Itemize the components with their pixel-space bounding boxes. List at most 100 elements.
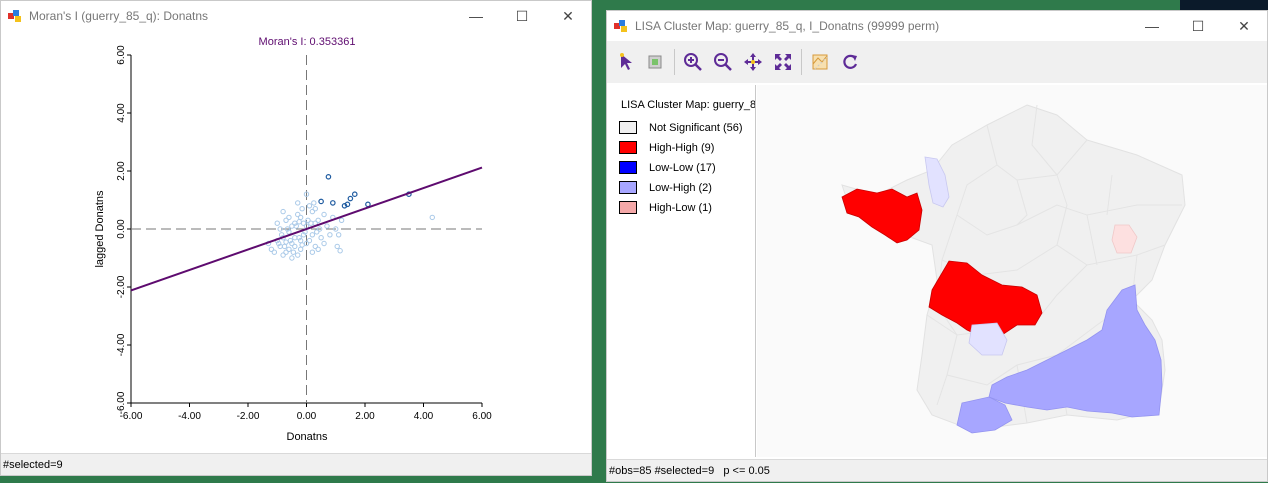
moran-statusbar: #selected=9 [1,453,591,475]
maximize-button[interactable]: ☐ [1191,17,1205,34]
y-tick-label: -2.00 [116,275,127,298]
chart-title: Moran's I: 0.353361 [259,36,356,48]
data-point [321,240,327,247]
zoom-out-icon [714,53,732,71]
legend-item-high-high[interactable]: High-High (9) [619,141,714,154]
selected-data-point [351,191,358,198]
map-region-low-high[interactable] [968,322,1008,356]
map-region-high-low[interactable] [1111,224,1138,254]
moran-window-controls: — ☐ ✕ [453,1,591,31]
data-point [295,252,301,258]
y-tick-label: 4.00 [116,103,127,123]
moran-status-text: #selected=9 [3,458,63,471]
data-point [281,243,288,250]
x-tick-label: -4.00 [178,411,201,422]
data-point [312,206,318,212]
data-point [315,246,321,253]
data-point [283,239,289,245]
data-point [321,211,327,218]
data-point [289,240,295,247]
selected-data-point [344,201,351,208]
selected-data-point [330,200,336,206]
geoda-app-icon [614,20,627,32]
data-point [338,217,345,224]
refresh-button[interactable] [835,47,865,77]
data-point [293,223,299,229]
pan-icon [744,53,762,71]
maximize-button[interactable]: ☐ [515,7,529,24]
data-point [283,249,289,255]
legend-item-high-low[interactable]: High-Low (1) [619,201,712,214]
data-point [306,237,313,244]
data-point [327,232,333,238]
data-point [276,240,282,247]
data-point [280,208,286,215]
selected-data-point [347,195,354,202]
geoda-app-icon [8,10,21,22]
legend-item-low-high[interactable]: Low-High (2) [619,181,712,194]
close-button[interactable]: ✕ [562,7,574,24]
data-point [324,223,330,229]
select-all-button[interactable] [641,47,671,77]
select-all-icon [648,55,662,69]
map-toolbar [607,41,1267,83]
pan-button[interactable] [738,47,768,77]
data-point [295,211,301,218]
x-tick-label: 0.00 [297,411,317,422]
moran-window-title: Moran's I (guerry_85_q): Donatns [29,9,209,23]
data-point [297,246,304,253]
data-point [305,217,311,224]
data-point [286,246,292,253]
lisa-status-text: #obs=85 #selected=9 p <= 0.05 [609,464,770,477]
zoom-out-button[interactable] [708,47,738,77]
close-button[interactable]: ✕ [1238,17,1250,34]
data-point [316,226,323,232]
basemap-button[interactable] [805,47,835,77]
legend-swatch [619,201,637,214]
moran-scatter-plot[interactable]: Moran's I: 0.353361 -6.00 -4.00 -2.00 0.00 2… [1,31,591,453]
data-point [289,223,295,229]
select-icon [620,53,632,70]
map-region-high-high[interactable] [841,188,923,244]
lisa-window: LISA Cluster Map: guerry_85_q, I_Donatns… [606,10,1268,482]
full-extent-button[interactable] [768,47,798,77]
legend-swatch [619,181,637,194]
data-point [280,252,286,258]
france-map[interactable] [757,85,1267,457]
desktop-background-dark [1180,0,1268,12]
map-region-low-low[interactable] [956,396,1013,434]
legend-item-low-low[interactable]: Low-Low (17) [619,161,716,174]
moran-window: Moran's I (guerry_85_q): Donatns — ☐ ✕ M… [0,0,592,476]
toolbar-separator [674,49,675,75]
minimize-button[interactable]: — [469,8,483,24]
legend-label: High-Low (1) [649,201,712,214]
data-point [271,249,278,255]
map-region-low-low[interactable] [988,284,1163,418]
selected-data-point [318,198,324,205]
x-tick-label: -2.00 [237,411,260,422]
moran-titlebar[interactable]: Moran's I (guerry_85_q): Donatns — ☐ ✕ [1,1,591,31]
lisa-statusbar: #obs=85 #selected=9 p <= 0.05 [607,459,1267,481]
lisa-window-title: LISA Cluster Map: guerry_85_q, I_Donatns… [635,19,940,33]
data-point [284,226,291,232]
minimize-button[interactable]: — [1145,18,1159,34]
map-region-low-high[interactable] [924,156,950,208]
x-axis-label: Donatns [287,431,328,443]
data-point [292,243,298,250]
lisa-titlebar[interactable]: LISA Cluster Map: guerry_85_q, I_Donatns… [607,11,1267,41]
zoom-in-button[interactable] [678,47,708,77]
data-point [292,235,298,241]
legend-label: High-High (9) [649,141,715,154]
legend-title: LISA Cluster Map: guerry_8 [621,99,756,111]
lisa-window-controls: — ☐ ✕ [1129,11,1267,41]
data-point [337,248,343,254]
zoom-in-icon [684,53,702,71]
select-tool-button[interactable] [611,47,641,77]
data-point [309,208,316,215]
data-point [306,203,313,209]
legend-item-not-significant[interactable]: Not Significant (56) [619,121,743,134]
map-canvas[interactable] [757,85,1267,457]
map-region-high-high[interactable] [928,260,1043,338]
data-point [335,232,342,238]
data-point [274,220,280,226]
